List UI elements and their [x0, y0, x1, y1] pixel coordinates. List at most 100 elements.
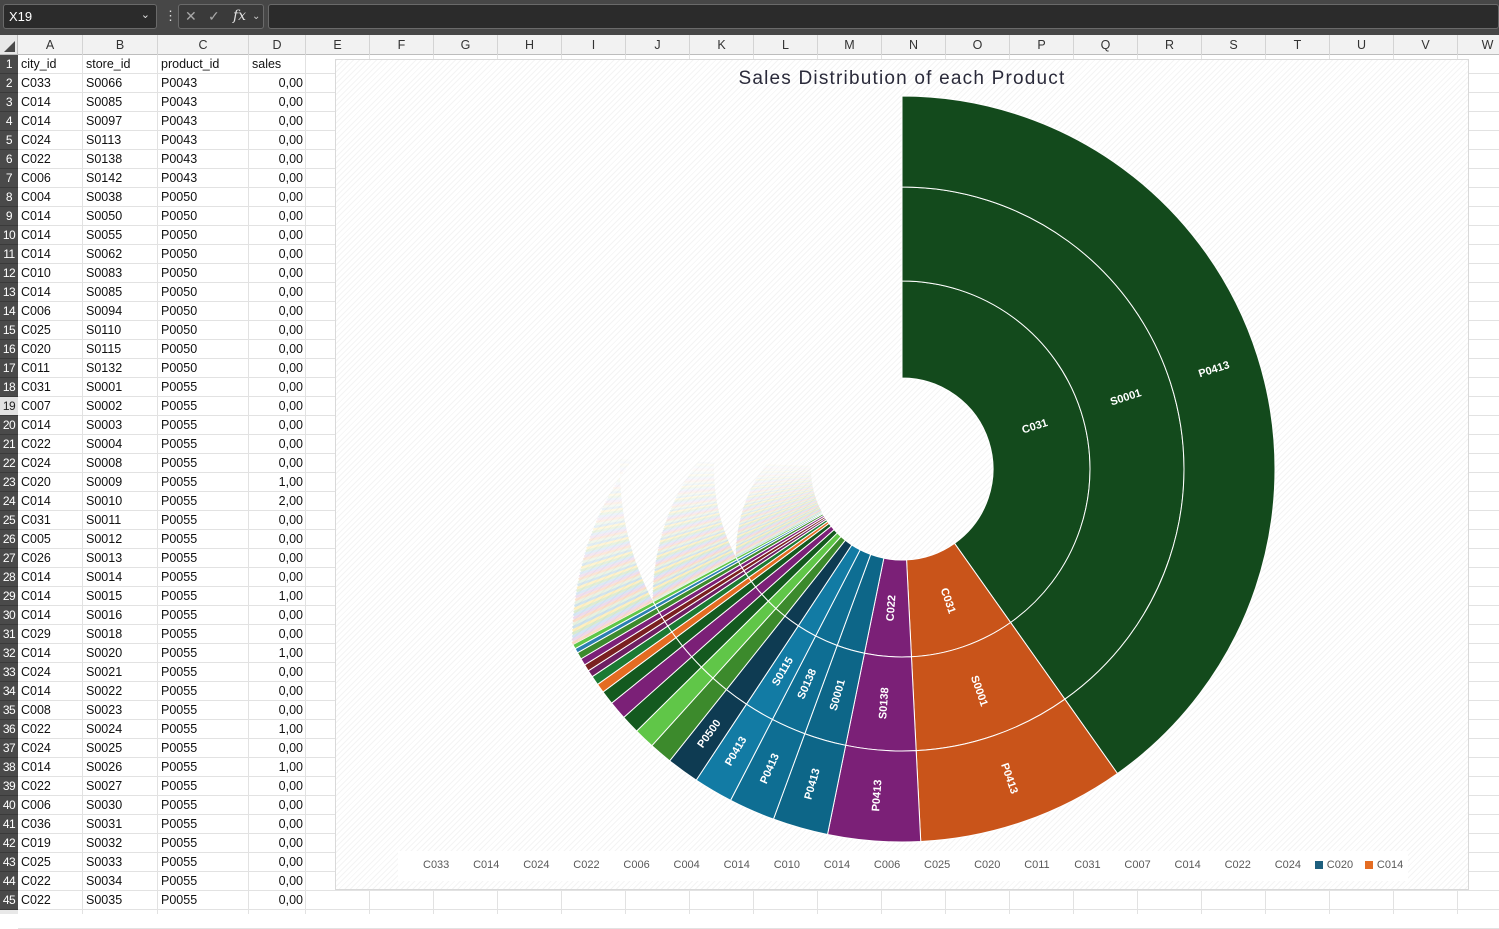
table-cell[interactable]: C029 [18, 625, 83, 644]
table-cell[interactable]: S0066 [83, 74, 158, 93]
table-cell[interactable]: P0043 [158, 169, 249, 188]
row-header-18[interactable]: 18 [0, 378, 18, 397]
row-header-35[interactable]: 35 [0, 701, 18, 720]
table-cell[interactable]: C004 [18, 188, 83, 207]
table-cell[interactable]: S0004 [83, 435, 158, 454]
enter-icon[interactable]: ✓ [208, 8, 220, 25]
table-cell[interactable]: P0055 [158, 834, 249, 853]
column-header-v[interactable]: V [1394, 35, 1458, 55]
table-cell[interactable]: S0034 [83, 872, 158, 891]
table-cell[interactable]: S0025 [83, 739, 158, 758]
table-cell[interactable]: C006 [18, 302, 83, 321]
table-cell[interactable]: 0,00 [249, 663, 306, 682]
header-cell[interactable]: store_id [83, 55, 158, 74]
sunburst-minor-segment[interactable] [620, 472, 623, 474]
legend-item[interactable]: C022 [573, 859, 599, 871]
table-cell[interactable]: P0055 [158, 587, 249, 606]
column-header-h[interactable]: H [498, 35, 562, 55]
table-cell[interactable]: 0,00 [249, 815, 306, 834]
table-cell[interactable]: 0,00 [249, 93, 306, 112]
table-cell[interactable]: P0055 [158, 473, 249, 492]
table-cell[interactable]: 0,00 [249, 207, 306, 226]
table-cell[interactable]: C024 [18, 454, 83, 473]
table-cell[interactable]: 0,00 [249, 435, 306, 454]
legend-item[interactable]: C033 [423, 859, 449, 871]
table-cell[interactable]: P0050 [158, 302, 249, 321]
row-header-6[interactable]: 6 [0, 150, 18, 169]
table-cell[interactable]: P0055 [158, 739, 249, 758]
table-cell[interactable]: P0055 [158, 416, 249, 435]
table-cell[interactable]: P0050 [158, 245, 249, 264]
row-header-15[interactable]: 15 [0, 321, 18, 340]
column-header-s[interactable]: S [1202, 35, 1266, 55]
sunburst-minor-segment[interactable] [619, 478, 621, 480]
table-cell[interactable]: 0,00 [249, 777, 306, 796]
table-cell[interactable]: C006 [18, 169, 83, 188]
legend-item[interactable]: C004 [674, 859, 700, 871]
table-cell[interactable]: 0,00 [249, 682, 306, 701]
row-header-29[interactable]: 29 [0, 587, 18, 606]
table-cell[interactable]: P0050 [158, 283, 249, 302]
table-cell[interactable]: C014 [18, 93, 83, 112]
table-cell[interactable]: P0050 [158, 340, 249, 359]
table-cell[interactable]: S0132 [83, 359, 158, 378]
column-header-c[interactable]: C [158, 35, 249, 55]
sunburst-minor-segment[interactable] [620, 466, 627, 468]
sunburst-minor-segment[interactable] [620, 463, 629, 465]
table-cell[interactable]: P0050 [158, 264, 249, 283]
table-cell[interactable]: S0003 [83, 416, 158, 435]
cancel-icon[interactable]: ✕ [185, 8, 197, 25]
table-cell[interactable]: 0,00 [249, 834, 306, 853]
row-header-16[interactable]: 16 [0, 340, 18, 359]
formula-bar-resize-handle[interactable]: ⋮ [164, 8, 177, 24]
table-cell[interactable]: P0055 [158, 872, 249, 891]
column-header-i[interactable]: I [562, 35, 626, 55]
column-header-o[interactable]: O [946, 35, 1010, 55]
table-cell[interactable]: C014 [18, 606, 83, 625]
row-header-27[interactable]: 27 [0, 549, 18, 568]
row-header-41[interactable]: 41 [0, 815, 18, 834]
legend-item[interactable]: C006 [623, 859, 649, 871]
table-cell[interactable]: P0055 [158, 720, 249, 739]
table-cell[interactable]: C036 [18, 815, 83, 834]
table-cell[interactable]: 0,00 [249, 74, 306, 93]
table-cell[interactable]: C022 [18, 777, 83, 796]
sunburst-minor-segment[interactable] [694, 466, 714, 468]
header-cell[interactable]: sales [249, 55, 306, 74]
table-cell[interactable]: S0110 [83, 321, 158, 340]
table-cell[interactable]: C014 [18, 207, 83, 226]
column-header-t[interactable]: T [1266, 35, 1330, 55]
table-cell[interactable]: P0055 [158, 758, 249, 777]
table-cell[interactable]: C014 [18, 245, 83, 264]
name-box[interactable]: X19 ⌄ [3, 4, 157, 29]
column-header-r[interactable]: R [1138, 35, 1202, 55]
table-cell[interactable]: S0002 [83, 397, 158, 416]
table-cell[interactable]: 0,00 [249, 302, 306, 321]
row-header-40[interactable]: 40 [0, 796, 18, 815]
table-cell[interactable]: S0001 [83, 378, 158, 397]
column-header-e[interactable]: E [306, 35, 370, 55]
table-cell[interactable]: S0009 [83, 473, 158, 492]
table-cell[interactable]: S0035 [83, 891, 158, 910]
table-cell[interactable]: S0010 [83, 492, 158, 511]
legend-item[interactable]: C014 [1175, 859, 1201, 871]
table-cell[interactable]: P0055 [158, 891, 249, 910]
sunburst-minor-segment[interactable] [620, 470, 625, 472]
table-cell[interactable]: 0,00 [249, 264, 306, 283]
legend-item[interactable]: C020 [1315, 859, 1353, 871]
table-cell[interactable]: C022 [18, 435, 83, 454]
table-cell[interactable]: 2,00 [249, 492, 306, 511]
row-header-19[interactable]: 19 [0, 397, 18, 416]
table-cell[interactable]: S0097 [83, 112, 158, 131]
header-cell[interactable]: product_id [158, 55, 249, 74]
row-header-31[interactable]: 31 [0, 625, 18, 644]
row-header-22[interactable]: 22 [0, 454, 18, 473]
row-header-37[interactable]: 37 [0, 739, 18, 758]
table-cell[interactable]: S0011 [83, 511, 158, 530]
table-cell[interactable]: C014 [18, 644, 83, 663]
table-cell[interactable]: S0022 [83, 682, 158, 701]
sunburst-minor-segment[interactable] [617, 480, 620, 482]
table-cell[interactable]: S0085 [83, 283, 158, 302]
row-header-24[interactable]: 24 [0, 492, 18, 511]
row-header-39[interactable]: 39 [0, 777, 18, 796]
